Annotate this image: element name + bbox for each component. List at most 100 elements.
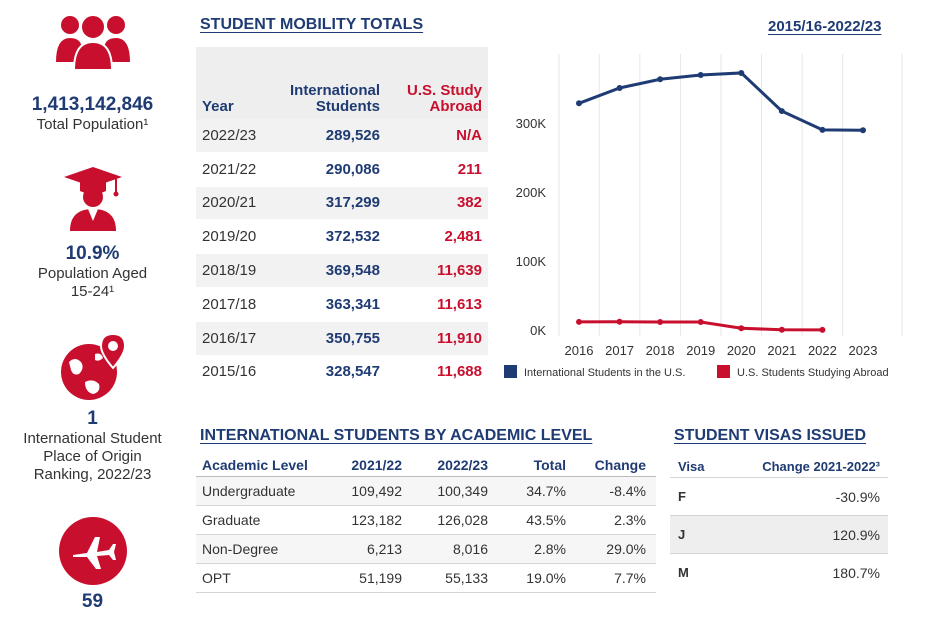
row-abroad: 382 (456, 194, 482, 212)
academic-cell-total: 19.0% (526, 570, 566, 586)
row-abroad: 11,688 (436, 363, 482, 381)
row-year: 2016/17 (202, 329, 257, 347)
data-point (860, 127, 866, 134)
row-year: 2020/21 (202, 194, 257, 212)
series-line (578, 71, 864, 132)
flights-stat: 59 (0, 515, 185, 613)
academic-cell-change: -8.4% (609, 483, 646, 499)
y-tick-label: 300K (516, 116, 547, 131)
legend-label: U.S. Students Studying Abroad (737, 367, 889, 379)
airplane-icon (58, 517, 127, 585)
aged-label-2: 15-24¹ (70, 283, 115, 300)
mobility-table: Year International Students U.S. Study A… (196, 47, 488, 390)
academic-title: INTERNATIONAL STUDENTS BY ACADEMIC LEVEL (200, 427, 593, 444)
academic-cell-y2022: 8,016 (452, 541, 488, 557)
x-tick-label: 2022 (808, 343, 837, 358)
academic-cell-y2021: 51,199 (359, 570, 402, 586)
academic-cell-level: Non-Degree (202, 541, 279, 557)
mobility-range: 2015/16-2022/23 (768, 18, 882, 35)
row-intl: 350,755 (325, 329, 380, 347)
academic-header-change: Change (594, 457, 646, 473)
visas-header-change: Change 2021-2022³ (762, 459, 880, 474)
academic-header-total: Total (533, 457, 566, 473)
header-intl: International Students (290, 83, 380, 115)
legend-label: International Students in the U.S. (524, 367, 685, 379)
academic-cell-level: OPT (202, 570, 231, 586)
header-year: Year (202, 98, 234, 115)
x-tick-label: 2018 (646, 343, 675, 358)
academic-cell-change: 29.0% (606, 541, 646, 557)
data-point (778, 108, 785, 115)
academic-cell-y2022: 100,349 (437, 483, 488, 499)
table-row: F -30.9% (670, 477, 888, 515)
table-row: 2017/18 363,341 11,613 (196, 288, 488, 322)
x-tick-label: 2023 (849, 343, 878, 358)
mobility-line-chart: 0K 100K 200K 300K 2016 2017 2018 2019 2020 2021 20… (504, 54, 903, 379)
row-abroad: 211 (457, 160, 482, 178)
x-tick-label: 2019 (686, 343, 715, 358)
table-row: OPT 51,199 55,133 19.0% 7.7% (196, 564, 656, 593)
row-abroad: 2,481 (444, 228, 482, 246)
ranking-stat: 1 International Student Place of Origin … (0, 332, 185, 484)
academic-cell-level: Graduate (202, 512, 261, 528)
header-intl-1: International (289, 82, 380, 99)
data-point (657, 318, 664, 325)
x-tick-label: 2016 (565, 343, 594, 358)
row-intl: 289,526 (325, 126, 380, 144)
x-tick-label: 2017 (605, 343, 634, 358)
visas-title: STUDENT VISAS ISSUED (674, 427, 867, 444)
academic-cell-total: 34.7% (526, 483, 566, 499)
y-tick-label: 100K (516, 254, 547, 269)
table-row: Undergraduate 109,492 100,349 34.7% -8.4% (196, 477, 656, 506)
data-point (738, 69, 745, 76)
academic-header-level: Academic Level (202, 457, 308, 473)
data-point (616, 84, 623, 91)
row-year: 2021/22 (202, 160, 257, 178)
academic-table: Academic Level 2021/22 2022/23 Total Cha… (196, 455, 656, 593)
table-row: 2020/21 317,299 382 (196, 186, 488, 221)
legend-swatch (504, 365, 517, 378)
row-intl: 363,341 (325, 295, 380, 313)
table-row: 2019/20 372,532 2,481 (196, 220, 488, 255)
header-abroad-1: U.S. Study (406, 82, 482, 99)
row-year: 2018/19 (202, 262, 257, 280)
academic-cell-level: Undergraduate (202, 483, 296, 499)
visa-type: J (678, 527, 686, 542)
row-abroad: 11,639 (436, 262, 482, 280)
data-point (576, 318, 582, 325)
academic-cell-total: 43.5% (526, 512, 566, 528)
header-abroad-2: Abroad (429, 98, 483, 115)
table-row: Graduate 123,182 126,028 43.5% 2.3% (196, 506, 656, 535)
row-abroad: 11,613 (436, 295, 482, 313)
row-year: 2019/20 (202, 228, 257, 246)
visas-table: Visa Change 2021-2022³ F -30.9% J 120.9% M 18… (670, 455, 888, 591)
ranking-value: 1 (87, 408, 98, 429)
row-intl: 372,532 (325, 228, 380, 246)
header-abroad: U.S. Study Abroad (407, 83, 482, 115)
visa-change: 180.7% (832, 564, 880, 581)
academic-cell-change: 2.3% (614, 512, 646, 528)
y-tick-label: 200K (516, 185, 547, 200)
globe-pin-icon (60, 332, 126, 400)
people-icon (55, 14, 130, 71)
academic-cell-change: 7.7% (614, 570, 646, 586)
academic-cell-total: 2.8% (534, 541, 566, 557)
data-point (697, 318, 704, 325)
academic-cell-y2022: 55,133 (445, 570, 488, 586)
table-row: M 180.7% (670, 553, 888, 591)
mobility-title: STUDENT MOBILITY TOTALS (200, 16, 424, 33)
ranking-label-2: Place of Origin (43, 448, 142, 465)
row-abroad: N/A (456, 126, 482, 144)
visa-type: F (678, 489, 686, 504)
population-value: 1,413,142,846 (31, 94, 154, 115)
table-row: 2016/17 350,755 11,910 (196, 321, 488, 356)
row-year: 2015/16 (202, 363, 257, 381)
academic-cell-y2021: 6,213 (366, 541, 402, 557)
academic-cell-y2021: 109,492 (351, 483, 402, 499)
academic-header: Academic Level 2021/22 2022/23 Total Cha… (196, 455, 656, 477)
visa-type: M (678, 565, 689, 580)
row-intl: 328,547 (325, 363, 380, 381)
population-stat: 1,413,142,846 Total Population¹ (0, 10, 185, 134)
row-intl: 369,548 (325, 262, 380, 280)
academic-body: Undergraduate 109,492 100,349 34.7% -8.4% Gra… (196, 477, 656, 593)
